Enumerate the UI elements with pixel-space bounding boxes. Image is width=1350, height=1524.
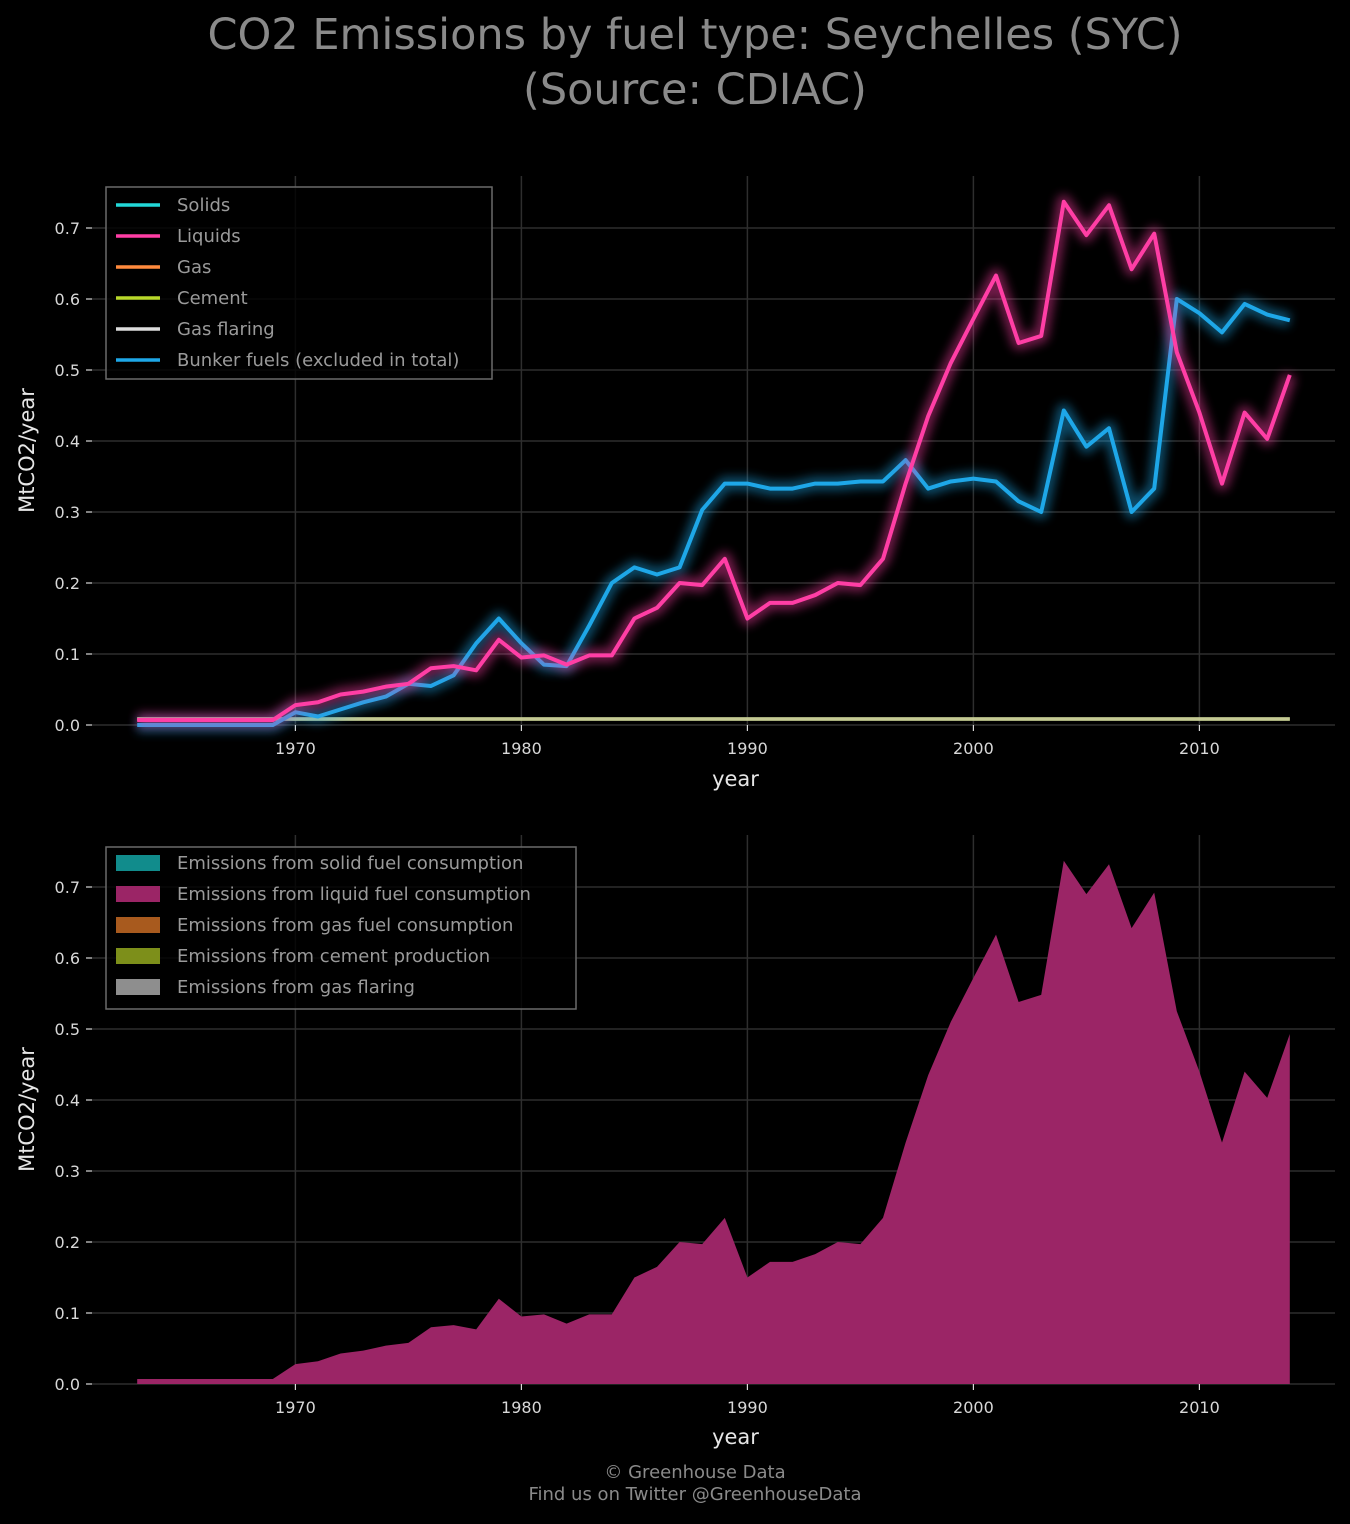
- x-tick-label: 1980: [501, 739, 542, 758]
- x-tick-label: 2000: [953, 1398, 994, 1417]
- y-tick-label: 0.6: [55, 290, 80, 309]
- x-tick-label: 1980: [501, 1398, 542, 1417]
- legend-swatch: [116, 855, 160, 871]
- y-tick-label: 0.3: [55, 1162, 80, 1181]
- y-tick-label: 0.4: [55, 1091, 80, 1110]
- legend-label: Emissions from gas flaring: [177, 977, 415, 998]
- title-line-1: CO2 Emissions by fuel type: Seychelles (…: [207, 10, 1183, 60]
- x-tick-label: 1990: [727, 739, 768, 758]
- legend-label: Solids: [177, 195, 230, 216]
- x-tick-label: 1990: [727, 1398, 768, 1417]
- y-tick-label: 0.1: [55, 1304, 80, 1323]
- legend-swatch: [116, 948, 160, 964]
- footer-twitter: Find us on Twitter @GreenhouseData: [528, 1484, 862, 1505]
- legend-box: [105, 186, 493, 380]
- x-tick-label: 1970: [275, 1398, 316, 1417]
- x-tick-label: 2010: [1179, 1398, 1220, 1417]
- x-axis-label: year: [712, 1425, 759, 1449]
- legend-swatch: [116, 979, 160, 995]
- legend-swatch: [116, 917, 160, 933]
- legend-swatch: [116, 886, 160, 902]
- y-tick-label: 0.0: [55, 716, 80, 735]
- y-tick-label: 0.7: [55, 219, 80, 238]
- y-tick-label: 0.5: [55, 1020, 80, 1039]
- legend-label: Bunker fuels (excluded in total): [177, 350, 459, 371]
- series-line-liquids: [137, 199, 1292, 723]
- footer: © Greenhouse Data Find us on Twitter @Gr…: [0, 1462, 1350, 1506]
- y-tick-label: 0.3: [55, 503, 80, 522]
- series-line-bunker: [137, 297, 1291, 727]
- y-tick-label: 0.0: [55, 1375, 80, 1394]
- y-tick-label: 0.6: [55, 949, 80, 968]
- y-tick-label: 0.2: [55, 1233, 80, 1252]
- y-tick-label: 0.4: [55, 432, 80, 451]
- legend-box: [105, 846, 577, 1010]
- line-chart-panel: 0.0 0.1 0.2 0.3 0.4 0.5 0.6 0.7 1970 1980 1990 2000…: [15, 176, 1335, 791]
- legend-label: Emissions from cement production: [177, 946, 490, 967]
- y-tick-label: 0.2: [55, 574, 80, 593]
- y-tick-label: 0.1: [55, 645, 80, 664]
- area-chart-panel: 0.0 0.1 0.2 0.3 0.4 0.5 0.6 0.7 1970 1980 1990 2000…: [15, 835, 1335, 1449]
- y-tick-label: 0.7: [55, 878, 80, 897]
- legend-label: Emissions from liquid fuel consumption: [177, 884, 531, 905]
- footer-copyright: © Greenhouse Data: [604, 1462, 786, 1483]
- x-tick-label: 2010: [1179, 739, 1220, 758]
- y-axis-label: MtCO2/year: [15, 1047, 39, 1172]
- legend-label: Emissions from solid fuel consumption: [177, 853, 523, 874]
- x-tick-label: 1970: [275, 739, 316, 758]
- area-area_liquid: [137, 860, 1290, 1384]
- legend-label: Gas: [177, 257, 211, 278]
- x-axis-label: year: [712, 767, 759, 791]
- legend-label: Liquids: [177, 226, 241, 247]
- y-tick-label: 0.5: [55, 361, 80, 380]
- title-line-2: (Source: CDIAC): [523, 65, 867, 115]
- x-tick-label: 2000: [953, 739, 994, 758]
- chart-title: CO2 Emissions by fuel type: Seychelles (…: [0, 8, 1350, 118]
- legend-label: Emissions from gas fuel consumption: [177, 915, 513, 936]
- y-axis-label: MtCO2/year: [15, 388, 39, 513]
- legend-label: Gas flaring: [177, 319, 275, 340]
- legend-label: Cement: [177, 288, 248, 309]
